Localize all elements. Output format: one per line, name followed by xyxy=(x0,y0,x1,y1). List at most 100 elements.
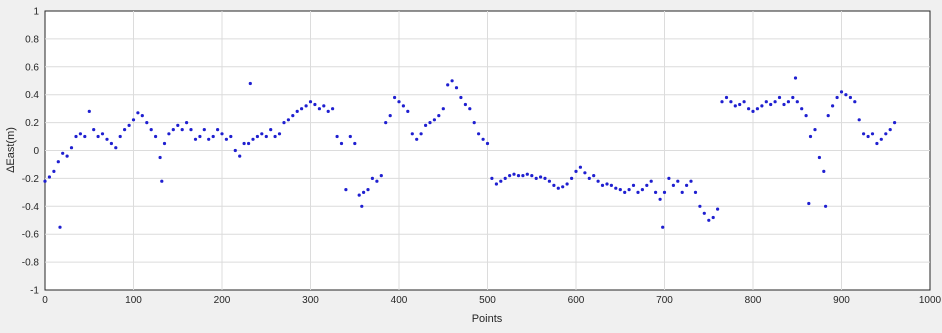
data-point xyxy=(127,123,131,127)
data-point xyxy=(140,114,144,118)
data-point xyxy=(561,185,565,189)
data-point xyxy=(313,102,317,107)
data-point xyxy=(393,95,397,100)
data-point xyxy=(862,132,866,136)
data-point xyxy=(636,190,640,194)
data-point xyxy=(87,109,91,113)
data-point xyxy=(450,79,454,83)
data-point xyxy=(649,179,653,183)
data-point xyxy=(247,141,251,146)
data-point xyxy=(145,121,149,125)
data-point xyxy=(738,102,742,107)
data-point xyxy=(52,169,56,173)
data-point xyxy=(366,188,370,192)
x-tick-label: 400 xyxy=(391,295,408,306)
data-point xyxy=(848,95,853,100)
data-point xyxy=(662,190,667,194)
data-point xyxy=(791,95,795,100)
data-point xyxy=(888,128,892,132)
data-point xyxy=(534,176,538,180)
data-point xyxy=(69,146,74,150)
data-point xyxy=(384,121,388,125)
data-point xyxy=(100,132,105,136)
data-point xyxy=(160,179,164,183)
data-point xyxy=(707,218,711,222)
data-point xyxy=(61,151,65,155)
data-point xyxy=(224,137,228,141)
data-point xyxy=(123,128,127,132)
data-point xyxy=(747,107,751,111)
data-point xyxy=(162,141,167,146)
data-point xyxy=(260,132,264,136)
data-point xyxy=(242,141,246,146)
x-tick-label: 200 xyxy=(214,295,231,306)
data-point xyxy=(516,174,521,178)
data-point xyxy=(680,190,684,194)
x-tick-label: 300 xyxy=(302,295,319,306)
data-point xyxy=(826,114,830,118)
data-point xyxy=(857,118,861,122)
data-point xyxy=(220,132,224,136)
data-point xyxy=(813,128,817,132)
data-point xyxy=(229,134,233,139)
data-point xyxy=(689,179,693,183)
data-point xyxy=(552,183,556,187)
data-point xyxy=(339,141,344,146)
y-tick-label: -0.4 xyxy=(22,202,40,213)
data-point xyxy=(556,186,560,190)
data-point xyxy=(136,111,140,115)
data-point xyxy=(348,134,352,139)
data-point xyxy=(676,179,680,183)
data-point xyxy=(370,176,374,180)
data-point xyxy=(807,201,811,206)
data-point xyxy=(800,107,804,111)
data-point xyxy=(401,104,405,108)
data-point xyxy=(587,176,591,180)
data-point xyxy=(410,132,414,136)
data-point xyxy=(596,179,600,183)
data-point xyxy=(661,225,665,229)
tick-layer: 0 100 200 300 400 500 600 700 800 900 1000 -1 -0.8 -0… xyxy=(22,7,942,307)
data-point xyxy=(295,109,299,113)
data-point xyxy=(733,104,737,108)
data-point xyxy=(47,175,52,179)
data-point xyxy=(627,188,631,192)
data-point xyxy=(530,174,534,178)
data-point xyxy=(824,204,828,208)
data-point xyxy=(304,104,308,108)
x-tick-label: 0 xyxy=(42,295,48,306)
data-point xyxy=(490,176,494,180)
data-point xyxy=(822,169,826,173)
data-point xyxy=(185,121,189,125)
data-point xyxy=(424,123,428,127)
x-tick-label: 700 xyxy=(656,295,673,306)
data-point xyxy=(605,182,609,186)
data-point xyxy=(600,183,605,187)
data-point xyxy=(446,83,450,87)
data-point xyxy=(831,104,835,108)
data-point xyxy=(499,179,503,183)
data-point xyxy=(269,128,273,132)
data-point xyxy=(685,183,689,187)
data-point xyxy=(154,134,158,139)
data-point xyxy=(58,225,62,229)
data-point xyxy=(786,100,791,104)
y-tick-label: 0.8 xyxy=(25,34,39,45)
data-point xyxy=(503,176,507,180)
data-point xyxy=(795,100,799,104)
x-tick-label: 500 xyxy=(479,295,496,306)
data-point xyxy=(415,137,419,141)
data-point xyxy=(578,165,583,169)
data-point xyxy=(171,128,175,132)
data-point xyxy=(645,183,649,187)
y-tick-label: -0.2 xyxy=(22,174,40,185)
points-layer xyxy=(43,76,897,229)
data-point xyxy=(105,137,109,141)
data-point xyxy=(397,100,401,104)
data-point xyxy=(539,175,543,179)
data-point xyxy=(78,132,82,136)
data-point xyxy=(640,188,645,192)
y-tick-label: -0.6 xyxy=(22,230,40,241)
data-point xyxy=(808,134,813,139)
